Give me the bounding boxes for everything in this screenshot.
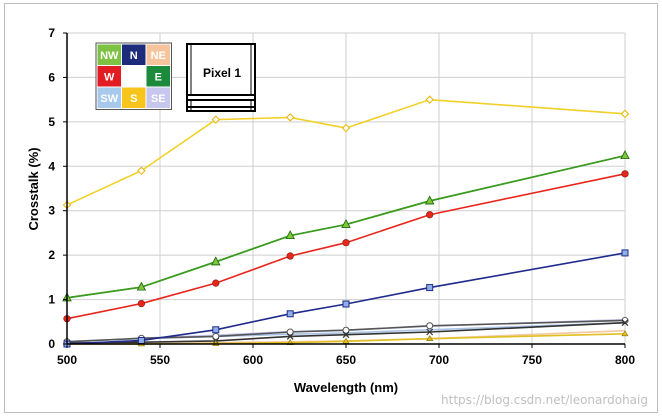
y-tick-label: 7 [48,26,55,40]
data-point [621,249,629,257]
x-tick-label: 800 [615,353,635,367]
series-layer [62,95,630,348]
data-point [211,256,221,266]
data-point [212,279,220,287]
y-tick-label: 3 [48,204,55,218]
y-tick-label: 1 [48,293,55,307]
legend-cell-fill [145,86,171,109]
legend-cell-label: E [155,71,162,83]
data-point [426,284,434,292]
data-point [136,281,147,291]
direction-legend-grid: NW N NE W E SW S SE [95,42,172,110]
data-point [342,239,350,247]
legend-cell-label: N [130,50,138,62]
data-point [620,109,630,119]
legend-cell-e: E [145,65,171,88]
data-point [621,330,629,337]
data-point [286,328,294,336]
data-point [137,166,146,175]
data-point [137,336,145,344]
x-tick-label: 650 [336,353,356,367]
series-w [63,170,629,323]
x-tick-label: 600 [243,353,263,367]
data-point [341,219,351,228]
x-tick-label: 500 [57,353,77,367]
legend-cell-ne: NE [145,43,171,66]
legend-cell-label: SE [151,93,166,105]
data-point [212,326,220,334]
legend-cell-s: S [121,86,147,109]
legend-cell-sw: SW [96,86,122,109]
data-point [620,150,630,160]
legend-cell-label: SW [100,93,118,105]
data-point [286,252,294,260]
data-point [286,310,294,318]
data-point [285,230,295,239]
data-point [285,113,295,122]
data-point [621,319,629,327]
legend-cell-label: S [130,93,137,105]
data-point [212,332,220,340]
data-point [341,123,351,133]
legend-cell-nw: NW [96,43,122,66]
y-tick-label: 4 [48,159,55,173]
x-tick-label: 750 [522,353,542,367]
watermark: https://blog.csdn.net/leonardohaig [441,393,648,407]
legend-cell-label: NE [151,50,166,62]
x-tick-label: 550 [150,353,170,367]
pixel-label: Pixel 1 [203,66,241,80]
data-point [426,322,434,330]
data-point [342,300,350,308]
y-tick-label: 5 [48,115,55,129]
y-axis-title: Crosstalk (%) [26,147,41,230]
pixel-bottom-strip [186,94,256,101]
data-point [426,211,434,219]
data-point [621,170,629,178]
legend-cell-w: W [96,65,122,88]
x-axis-title: Wavelength (nm) [294,380,398,395]
legend-cell-label: W [104,71,115,83]
axes [63,32,626,348]
data-point [137,299,145,308]
series-nw [62,150,630,302]
y-tick-label: 2 [48,248,55,262]
data-point [342,326,350,334]
data-point [426,328,434,336]
legend-cell-se: SE [145,86,171,109]
legend-cell-fill [121,65,147,88]
pixel-diagram: Pixel 1 [186,43,256,112]
y-tick-label: 0 [48,337,55,351]
x-tick-label: 700 [429,353,449,367]
legend-cell-n: N [121,43,147,66]
legend-cell-label: NW [100,50,119,62]
legend-cell-center [121,65,147,88]
tick-labels: 500 550 600 650 700 750 800 0 1 2 3 4 5 6 7 [48,26,635,367]
data-point [286,333,294,340]
data-point [425,195,435,205]
data-point [211,115,221,124]
y-tick-label: 6 [48,70,55,84]
data-point [425,95,434,104]
data-point [426,335,434,341]
data-point [342,331,350,339]
